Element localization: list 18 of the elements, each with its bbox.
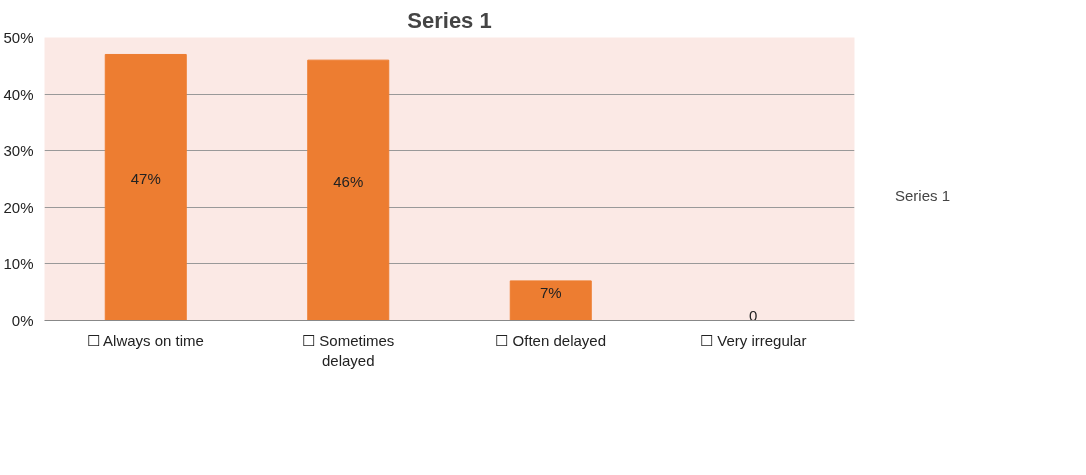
y-tick-label: 40% [3,85,34,103]
x-tick-label: ☐ Very irregular [700,331,807,349]
x-tick-label: ☐ Sometimes delayed [302,331,395,369]
x-tick-label: ☐ Often delayed [495,331,607,349]
y-tick-label: 20% [3,198,34,216]
y-tick-label: 10% [3,255,34,273]
y-tick-label: 30% [3,142,34,160]
bar [104,53,187,321]
data-label: 7% [539,283,562,301]
series-label: Series 1 [407,7,492,33]
data-label: 47% [130,170,161,188]
bar [509,280,592,321]
y-tick-label: 50% [3,29,34,46]
bar [307,59,390,321]
text: Series 1 [895,186,951,203]
x-tick-label: ☐ Always on time [86,331,204,349]
y-tick-label: 0% [11,312,34,329]
data-label: 46% [333,173,364,191]
